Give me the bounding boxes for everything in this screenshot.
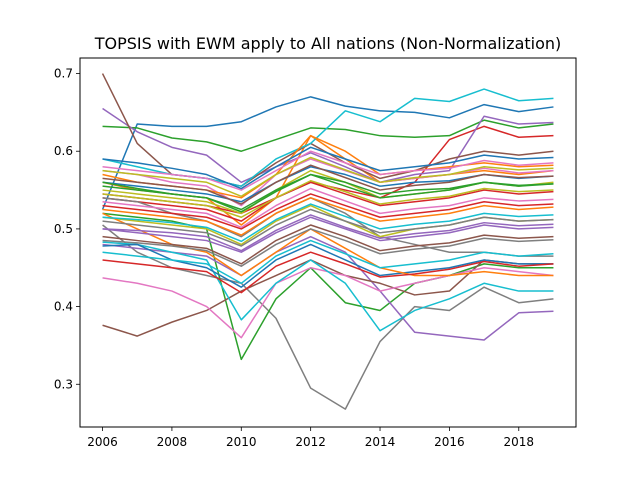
series-line-30 bbox=[102, 239, 554, 285]
chart-title: TOPSIS with EWM apply to All nations (No… bbox=[94, 34, 562, 53]
series-line-26 bbox=[102, 224, 554, 265]
series-line-39 bbox=[102, 156, 554, 198]
series-line-28 bbox=[102, 208, 554, 247]
y-tick-label: 0.3 bbox=[54, 377, 73, 391]
series-line-16 bbox=[102, 259, 554, 337]
series-line-5 bbox=[102, 107, 554, 184]
series-line-7 bbox=[102, 158, 554, 207]
series-line-3 bbox=[102, 119, 554, 152]
series-line-29 bbox=[102, 179, 554, 218]
x-tick-label: 2010 bbox=[226, 435, 257, 449]
x-tick-label: 2014 bbox=[365, 435, 396, 449]
series-line-40 bbox=[102, 203, 554, 243]
series-line-25 bbox=[102, 216, 554, 253]
y-tick-label: 0.4 bbox=[54, 300, 73, 314]
series-line-32 bbox=[102, 197, 554, 236]
series-line-33 bbox=[102, 173, 554, 213]
series-line-35 bbox=[102, 214, 554, 252]
y-tick-label: 0.5 bbox=[54, 222, 73, 236]
plot-lines bbox=[101, 73, 554, 410]
x-tick-label: 2008 bbox=[157, 435, 188, 449]
axis-ticks: 2006 2008 2010 2012 2014 2016 2018 0.3 0.4 0.5 0.6… bbox=[54, 67, 534, 449]
x-tick-label: 2006 bbox=[87, 435, 118, 449]
series-line-1 bbox=[101, 96, 554, 210]
y-tick-label: 0.6 bbox=[54, 144, 73, 158]
series-line-27 bbox=[102, 150, 554, 191]
y-tick-label: 0.7 bbox=[54, 67, 73, 81]
x-tick-label: 2012 bbox=[295, 435, 326, 449]
series-line-31 bbox=[102, 146, 554, 190]
series-line-20 bbox=[102, 241, 554, 332]
plot-frame bbox=[79, 57, 577, 428]
x-tick-label: 2016 bbox=[434, 435, 465, 449]
series-line-37 bbox=[102, 187, 554, 229]
series-line-38 bbox=[102, 228, 554, 267]
series-line-36 bbox=[102, 164, 554, 205]
series-line-14 bbox=[102, 181, 554, 222]
series-line-34 bbox=[102, 251, 554, 294]
series-line-24 bbox=[102, 193, 554, 230]
x-tick-label: 2018 bbox=[503, 435, 534, 449]
